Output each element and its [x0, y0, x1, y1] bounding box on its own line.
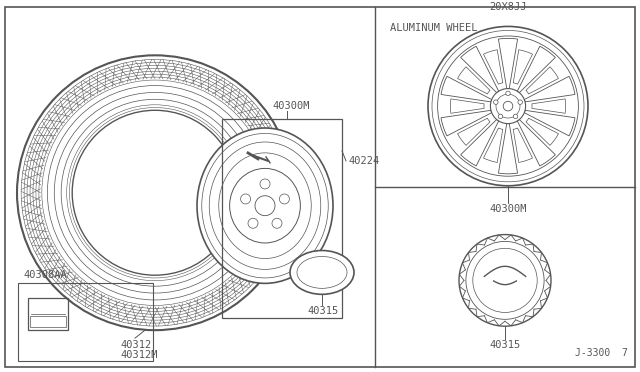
Polygon shape	[458, 67, 490, 94]
Text: 40308AA: 40308AA	[23, 270, 67, 280]
Circle shape	[506, 91, 510, 96]
Text: 40224: 40224	[348, 156, 380, 166]
Bar	[18, 283, 153, 361]
Circle shape	[438, 36, 579, 176]
Polygon shape	[483, 50, 503, 84]
Circle shape	[459, 235, 551, 326]
Polygon shape	[532, 99, 566, 113]
Bar	[28, 298, 68, 330]
Text: 40300M: 40300M	[489, 204, 527, 214]
Text: 40315: 40315	[490, 340, 520, 350]
Circle shape	[466, 241, 544, 319]
Circle shape	[272, 218, 282, 228]
Text: 40312M: 40312M	[120, 350, 157, 360]
Ellipse shape	[230, 169, 300, 243]
Bar	[222, 119, 342, 318]
Polygon shape	[526, 118, 559, 145]
Circle shape	[513, 114, 518, 119]
Circle shape	[260, 179, 270, 189]
Circle shape	[17, 55, 293, 330]
Ellipse shape	[197, 128, 333, 283]
Bar	[30, 316, 66, 327]
Circle shape	[72, 110, 238, 275]
Text: ALUMINUM WHEEL: ALUMINUM WHEEL	[390, 23, 477, 33]
Circle shape	[518, 100, 522, 105]
Text: 20X8JJ: 20X8JJ	[489, 3, 527, 13]
Circle shape	[255, 196, 275, 216]
Circle shape	[241, 194, 251, 204]
Circle shape	[493, 100, 498, 105]
Circle shape	[473, 248, 537, 312]
Polygon shape	[513, 50, 532, 84]
Ellipse shape	[290, 250, 354, 294]
Circle shape	[490, 89, 525, 124]
Text: 40315: 40315	[307, 306, 339, 316]
Circle shape	[503, 101, 513, 111]
Circle shape	[498, 114, 502, 119]
Polygon shape	[526, 67, 559, 94]
Circle shape	[428, 26, 588, 186]
Polygon shape	[513, 128, 532, 163]
Circle shape	[248, 218, 258, 228]
Circle shape	[280, 194, 289, 204]
Polygon shape	[483, 128, 503, 163]
Polygon shape	[458, 118, 490, 145]
Polygon shape	[451, 99, 484, 113]
Text: J-3300  7: J-3300 7	[575, 348, 628, 358]
Text: 40300M: 40300M	[272, 101, 310, 111]
Text: 40312: 40312	[120, 340, 151, 350]
